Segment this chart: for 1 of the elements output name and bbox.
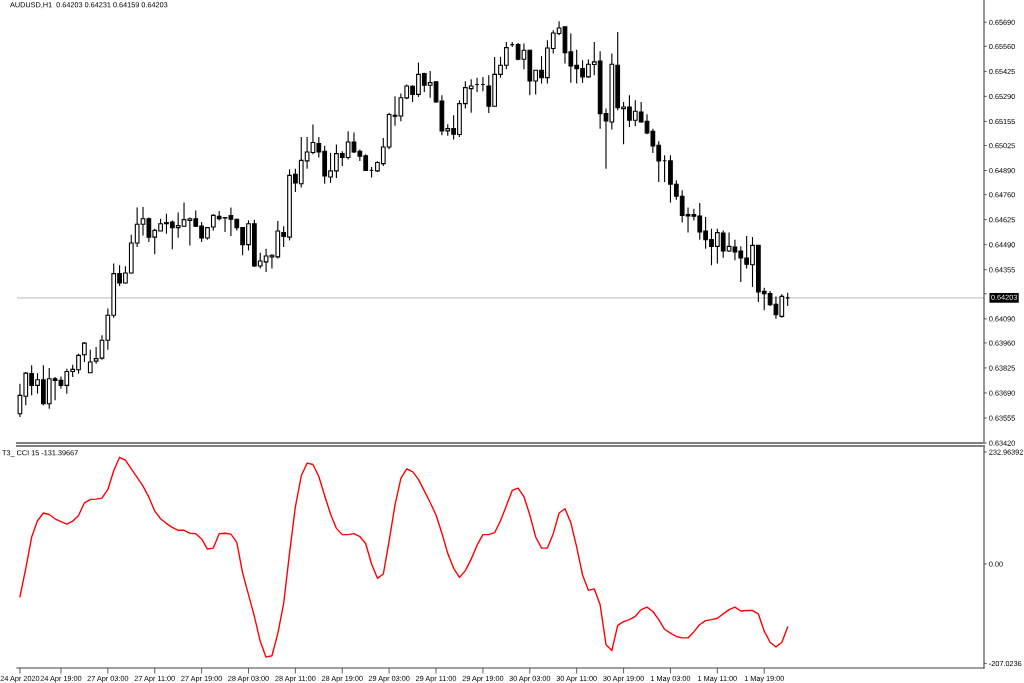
line-series [19, 456, 789, 658]
